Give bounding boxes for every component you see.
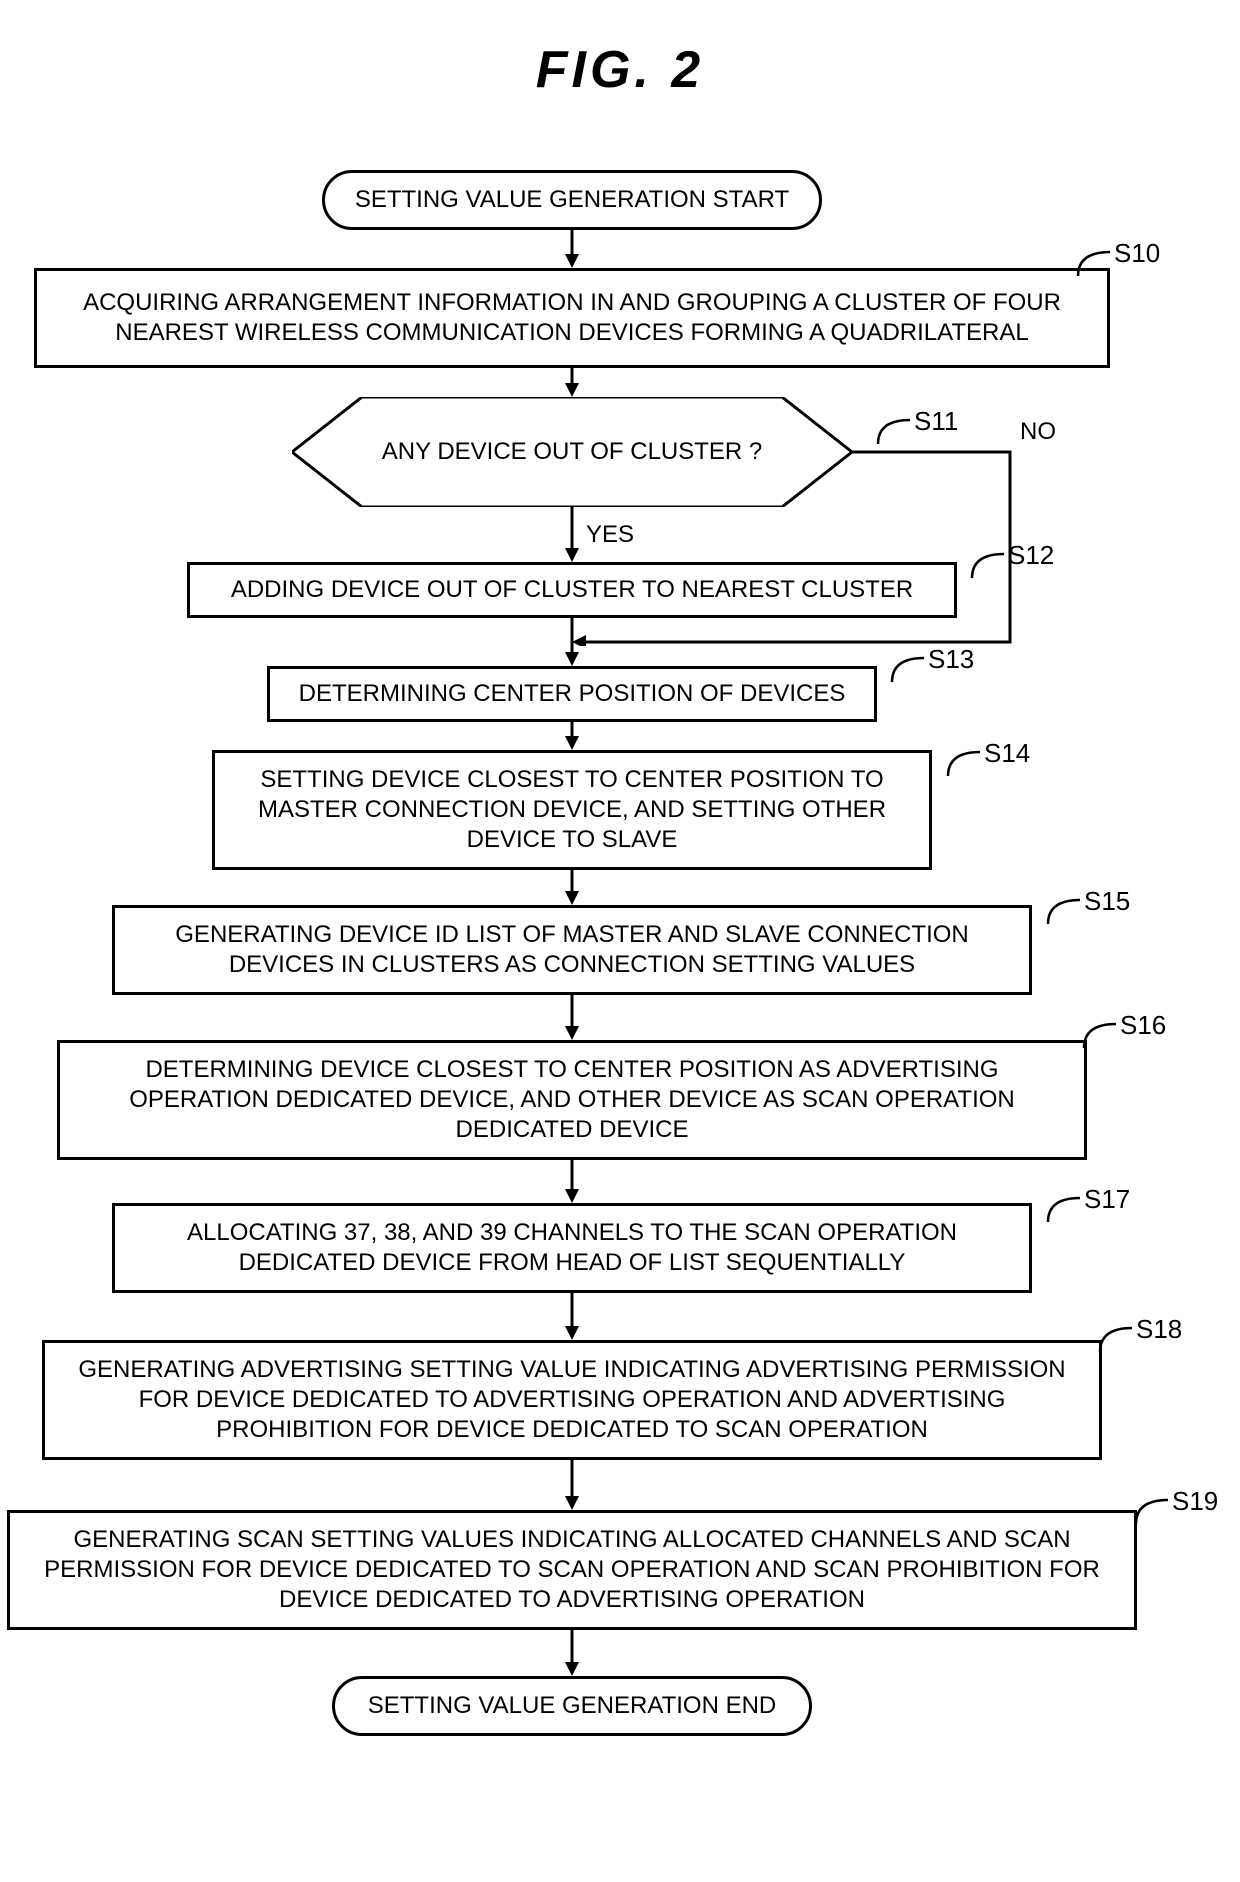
step-label-s14: S14 (940, 740, 1010, 784)
edge-label-s11-s12: YES (586, 521, 634, 549)
process-s13: DETERMINING CENTER POSITION OF DEVICES (267, 666, 877, 722)
step-label-s19: S19 (1128, 1488, 1198, 1532)
process-s18: GENERATING ADVERTISING SETTING VALUE IND… (42, 1340, 1102, 1460)
step-label-s10: S10 (1070, 240, 1140, 284)
step-label-s17: S17 (1040, 1186, 1110, 1230)
process-s16: DETERMINING DEVICE CLOSEST TO CENTER POS… (57, 1040, 1087, 1160)
terminator-start: SETTING VALUE GENERATION START (322, 170, 822, 230)
step-label-s15: S15 (1040, 888, 1110, 932)
terminator-end: SETTING VALUE GENERATION END (332, 1676, 812, 1736)
decision-s11: ANY DEVICE OUT OF CLUSTER ? (292, 397, 852, 507)
process-s15: GENERATING DEVICE ID LIST OF MASTER AND … (112, 905, 1032, 995)
process-s14: SETTING DEVICE CLOSEST TO CENTER POSITIO… (212, 750, 932, 870)
step-label-s12: S12 (964, 542, 1034, 586)
process-s17: ALLOCATING 37, 38, AND 39 CHANNELS TO TH… (112, 1203, 1032, 1293)
step-label-s13: S13 (884, 646, 954, 690)
figure-title: FIG. 2 (0, 40, 1240, 100)
edge-label-no: NO (1020, 418, 1056, 446)
step-label-s16: S16 (1076, 1012, 1146, 1056)
step-label-s18: S18 (1092, 1316, 1162, 1360)
process-s19: GENERATING SCAN SETTING VALUES INDICATIN… (7, 1510, 1137, 1630)
step-label-s11: S11 (870, 408, 940, 452)
process-s12: ADDING DEVICE OUT OF CLUSTER TO NEAREST … (187, 562, 957, 618)
process-s10: ACQUIRING ARRANGEMENT INFORMATION IN AND… (34, 268, 1110, 368)
